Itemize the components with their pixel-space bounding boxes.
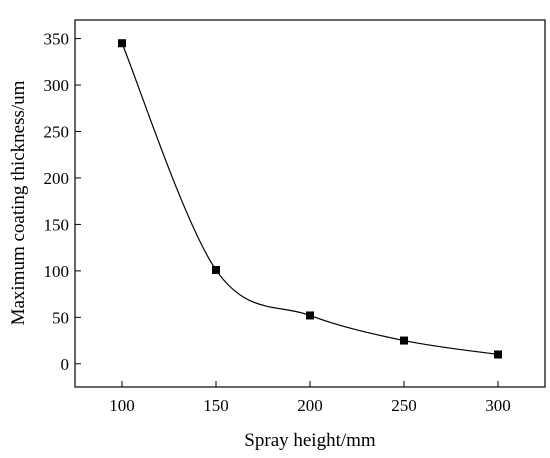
y-tick-label: 200 <box>44 169 70 188</box>
series-markers <box>118 39 502 359</box>
y-tick-label: 250 <box>44 122 70 141</box>
y-tick-label: 0 <box>61 355 70 374</box>
y-tick-label: 100 <box>44 262 70 281</box>
y-tick-label: 300 <box>44 76 70 95</box>
y-tick-label: 50 <box>52 308 69 327</box>
data-point-marker <box>212 265 220 274</box>
y-tick-labels: 0 50 100 150 200 250 300 350 <box>44 30 70 374</box>
x-tick-label: 250 <box>391 396 417 415</box>
data-point-marker <box>494 350 502 359</box>
y-tick-label: 350 <box>44 30 70 49</box>
series-line <box>121 42 499 356</box>
x-axis-title: Spray height/mm <box>244 430 376 451</box>
x-tick-label: 150 <box>203 396 229 415</box>
x-tick-label: 100 <box>109 396 135 415</box>
plot-area <box>74 19 546 388</box>
x-tick-label: 200 <box>297 396 323 415</box>
y-tick-label: 150 <box>44 215 70 234</box>
data-point-marker <box>400 336 408 345</box>
x-tick-label: 300 <box>485 396 511 415</box>
y-axis-title: Maximum coating thickness/um <box>8 80 29 325</box>
axis-ticks <box>75 38 499 387</box>
data-point-marker <box>306 311 314 320</box>
x-tick-labels: 100 150 200 250 300 <box>109 396 511 415</box>
data-point-marker <box>118 39 126 48</box>
